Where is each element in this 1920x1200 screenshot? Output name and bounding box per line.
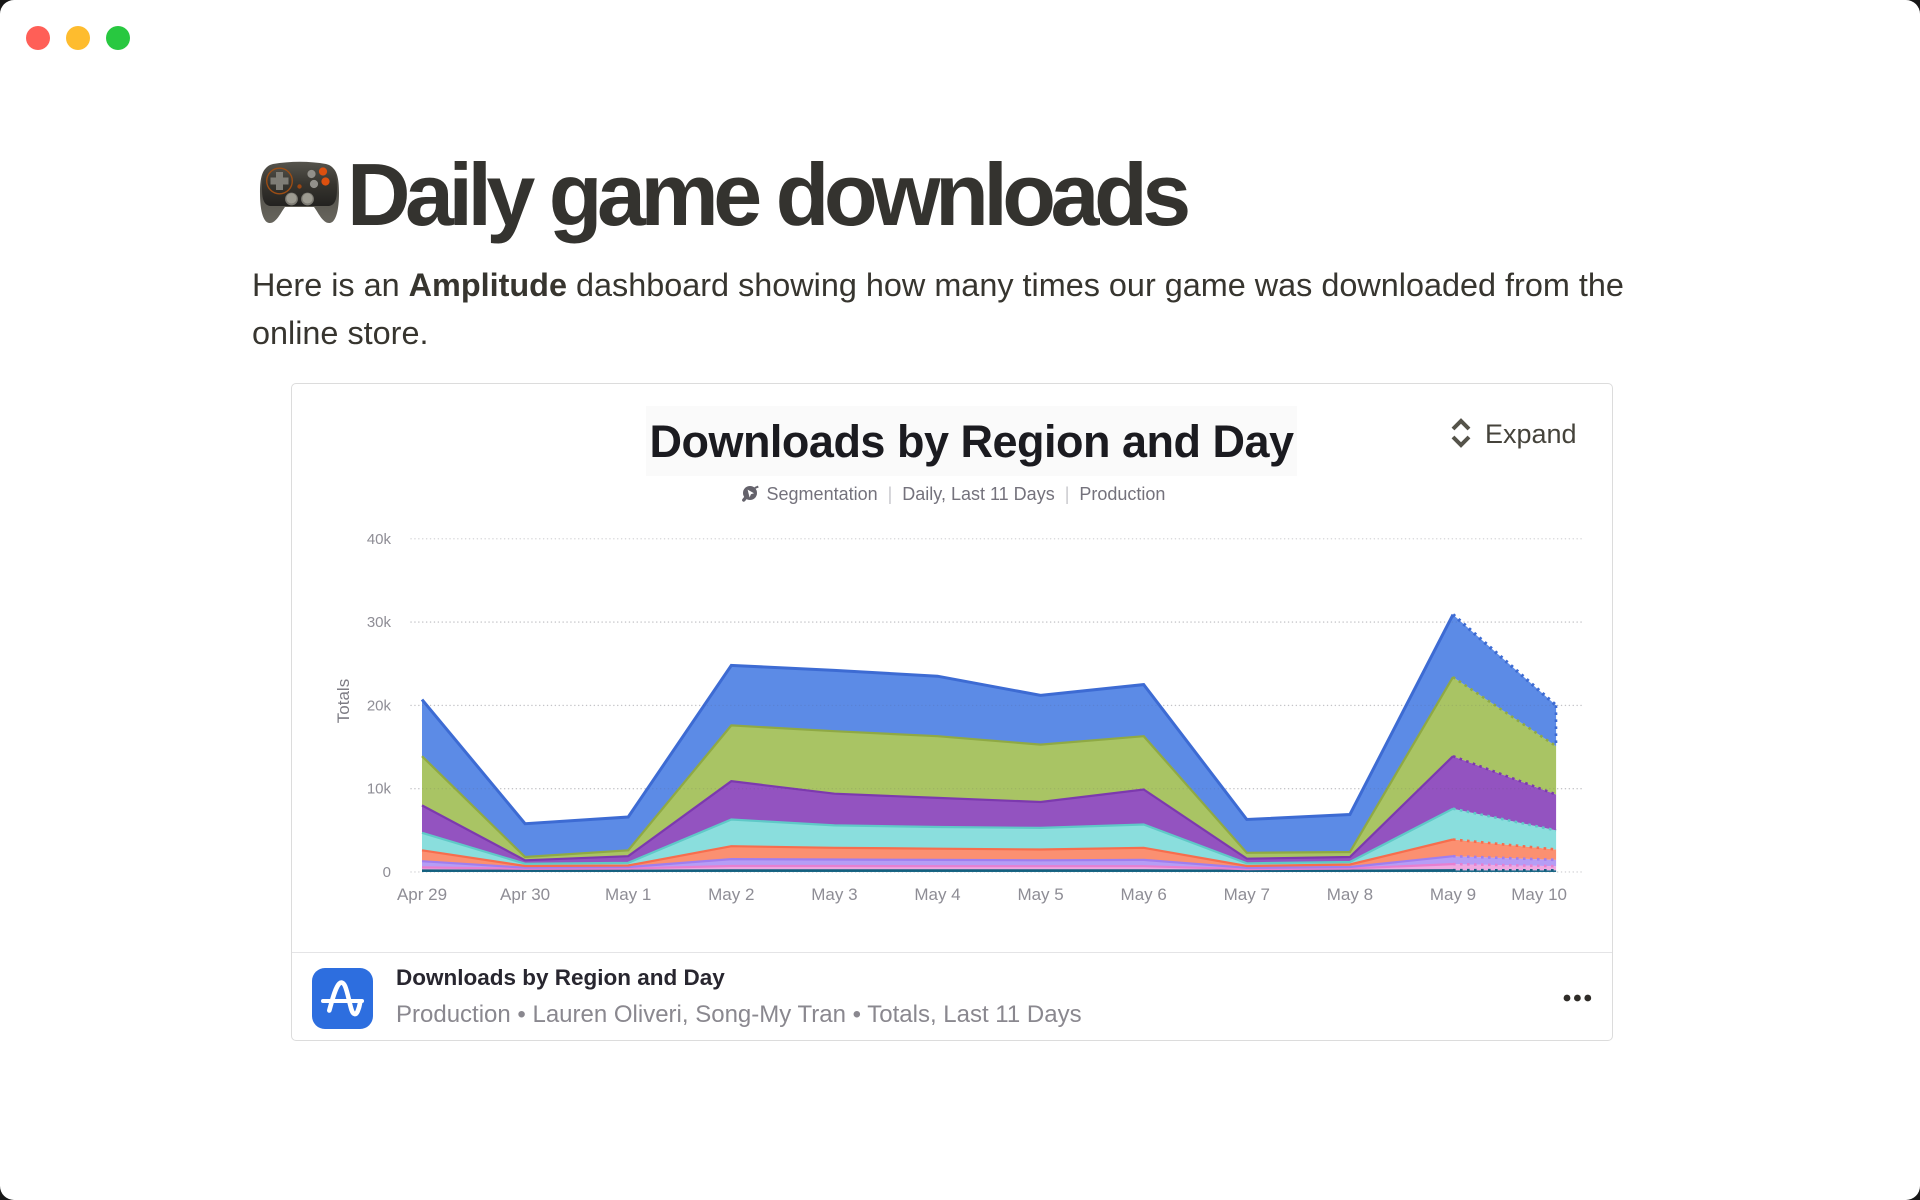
svg-text:Apr 30: Apr 30 — [500, 885, 550, 904]
svg-text:May 6: May 6 — [1121, 885, 1167, 904]
svg-text:May 3: May 3 — [811, 885, 857, 904]
svg-text:20k: 20k — [367, 697, 392, 714]
svg-text:May 9: May 9 — [1430, 885, 1476, 904]
svg-text:May 7: May 7 — [1224, 885, 1270, 904]
svg-text:30k: 30k — [367, 614, 392, 631]
svg-text:Totals: Totals — [334, 679, 353, 723]
svg-text:40k: 40k — [367, 531, 392, 548]
svg-text:May 1: May 1 — [605, 885, 651, 904]
svg-text:May 10: May 10 — [1511, 885, 1567, 904]
svg-text:May 2: May 2 — [708, 885, 754, 904]
svg-text:0: 0 — [383, 864, 391, 881]
svg-text:Apr 29: Apr 29 — [397, 885, 447, 904]
svg-text:May 4: May 4 — [914, 885, 960, 904]
svg-text:May 5: May 5 — [1017, 885, 1063, 904]
svg-text:May 8: May 8 — [1327, 885, 1373, 904]
svg-text:10k: 10k — [367, 781, 392, 798]
